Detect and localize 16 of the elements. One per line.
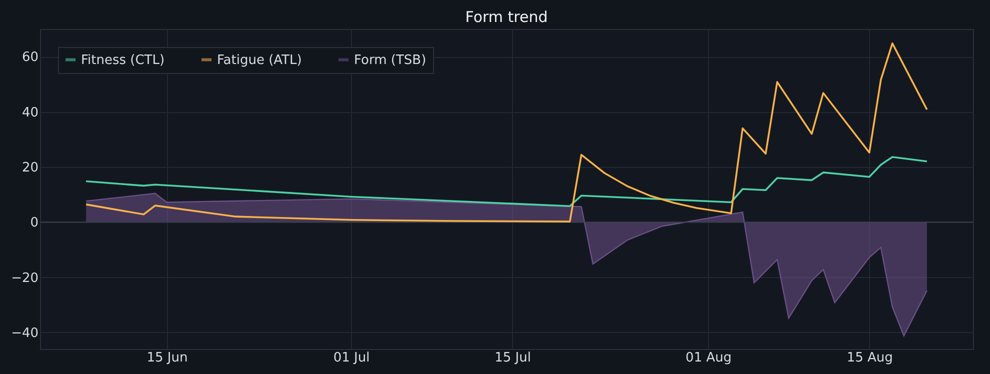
x-tick-label: 15 Aug <box>846 350 893 366</box>
x-tick-label: 15 Jun <box>146 350 188 366</box>
line-series <box>85 156 928 208</box>
chart-title: Form trend <box>465 8 548 26</box>
y-tick-label: −20 <box>11 270 38 286</box>
y-tick-label: −40 <box>11 326 38 341</box>
legend-label: Fitness (CTL) <box>81 52 165 68</box>
y-tick-label: 40 <box>22 105 38 120</box>
y-tick-label: 20 <box>22 160 38 176</box>
legend-label: Fatigue (ATL) <box>217 52 302 68</box>
legend-label: Form (TSB) <box>354 52 426 68</box>
x-tick-label: 01 Jul <box>333 350 370 366</box>
y-tick-label: 0 <box>30 216 38 231</box>
x-tick-label: 01 Aug <box>686 350 732 366</box>
x-tick-label: 15 Jul <box>494 350 531 366</box>
y-tick-label: 60 <box>22 50 38 66</box>
